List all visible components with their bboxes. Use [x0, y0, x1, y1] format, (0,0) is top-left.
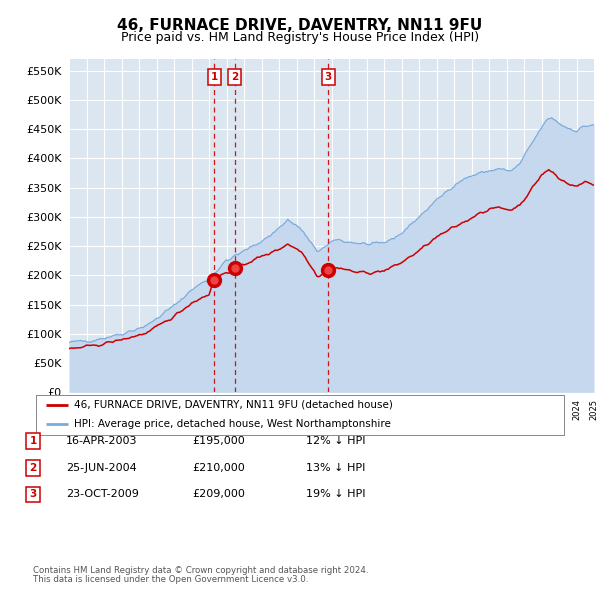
Text: 16-APR-2003: 16-APR-2003 [66, 437, 137, 446]
Text: 2: 2 [29, 463, 37, 473]
Text: 25-JUN-2004: 25-JUN-2004 [66, 463, 137, 473]
Text: £195,000: £195,000 [192, 437, 245, 446]
Text: 46, FURNACE DRIVE, DAVENTRY, NN11 9FU: 46, FURNACE DRIVE, DAVENTRY, NN11 9FU [118, 18, 482, 32]
Text: HPI: Average price, detached house, West Northamptonshire: HPI: Average price, detached house, West… [74, 419, 391, 429]
Text: 12% ↓ HPI: 12% ↓ HPI [306, 437, 365, 446]
Text: 19% ↓ HPI: 19% ↓ HPI [306, 490, 365, 499]
Text: 3: 3 [29, 490, 37, 499]
Text: 23-OCT-2009: 23-OCT-2009 [66, 490, 139, 499]
Text: 13% ↓ HPI: 13% ↓ HPI [306, 463, 365, 473]
Text: 2: 2 [231, 73, 239, 83]
Text: £209,000: £209,000 [192, 490, 245, 499]
Text: Price paid vs. HM Land Registry's House Price Index (HPI): Price paid vs. HM Land Registry's House … [121, 31, 479, 44]
Text: Contains HM Land Registry data © Crown copyright and database right 2024.: Contains HM Land Registry data © Crown c… [33, 566, 368, 575]
Text: 46, FURNACE DRIVE, DAVENTRY, NN11 9FU (detached house): 46, FURNACE DRIVE, DAVENTRY, NN11 9FU (d… [74, 400, 393, 410]
Text: £210,000: £210,000 [192, 463, 245, 473]
Text: 3: 3 [325, 73, 332, 83]
Text: 1: 1 [211, 73, 218, 83]
Text: This data is licensed under the Open Government Licence v3.0.: This data is licensed under the Open Gov… [33, 575, 308, 584]
Text: 1: 1 [29, 437, 37, 446]
